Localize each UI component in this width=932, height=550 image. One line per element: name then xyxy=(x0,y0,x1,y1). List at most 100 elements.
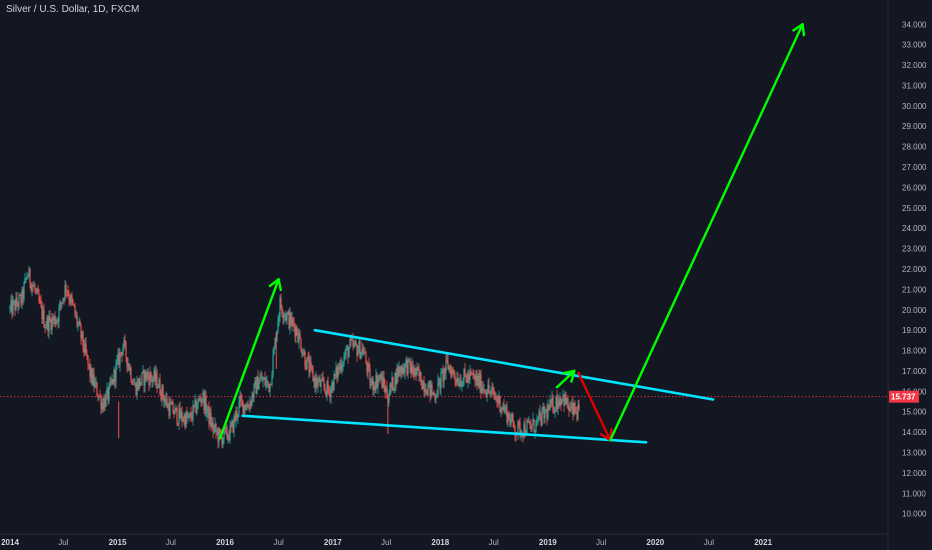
candle-body xyxy=(479,374,481,388)
candle-body xyxy=(321,377,323,381)
candle-body xyxy=(284,314,286,316)
candle-body xyxy=(66,290,68,293)
candle-body xyxy=(551,397,553,404)
trendline-1 xyxy=(313,328,715,401)
candle-body xyxy=(112,379,114,384)
candle-body xyxy=(46,317,48,328)
candle-body xyxy=(144,371,146,386)
candle-body xyxy=(116,360,118,364)
candle-body xyxy=(202,392,204,399)
candle-body xyxy=(134,383,136,385)
candle-body xyxy=(20,295,22,304)
candle-body xyxy=(210,412,212,427)
candle-body xyxy=(188,414,190,418)
candle-body xyxy=(52,317,54,321)
arrow-3-head xyxy=(268,277,282,292)
candle-body xyxy=(545,409,547,411)
candle-body xyxy=(69,299,71,303)
candle-body xyxy=(30,283,32,291)
candle-body xyxy=(45,327,47,328)
candle-body xyxy=(121,352,123,356)
candle-body xyxy=(168,404,170,416)
candle-body xyxy=(33,286,35,288)
arrow-5 xyxy=(577,371,612,442)
candle-body xyxy=(106,388,108,394)
candle-body xyxy=(235,410,237,421)
candle-body xyxy=(478,375,480,388)
candle-body xyxy=(207,405,209,412)
candle-body xyxy=(248,407,250,409)
x-tick-label: Jul xyxy=(58,538,68,547)
candle-body xyxy=(218,428,220,442)
candle-body xyxy=(445,359,447,373)
candle-body xyxy=(509,419,511,425)
candle-body xyxy=(272,354,274,375)
candle-body xyxy=(340,363,342,371)
candle-body xyxy=(209,412,211,424)
y-tick-label: 26.000 xyxy=(902,183,927,192)
candle-body xyxy=(310,361,312,366)
chart-title: Silver / U.S. Dollar, 1D, FXCM xyxy=(6,4,140,15)
candle-body xyxy=(501,408,503,410)
candle-body xyxy=(508,412,510,420)
candle-body xyxy=(555,396,557,408)
candle-body xyxy=(330,388,332,398)
candle-body xyxy=(567,397,569,409)
candle-body xyxy=(473,374,475,376)
candle-body xyxy=(50,319,52,331)
candle-body xyxy=(47,317,49,332)
candle-body xyxy=(44,327,46,329)
candle-body xyxy=(372,378,374,391)
candle-body xyxy=(147,372,149,377)
candle-body xyxy=(462,380,464,386)
candle-body xyxy=(245,409,247,410)
candle-body xyxy=(431,384,433,395)
candle-body xyxy=(42,309,44,320)
candle-body xyxy=(176,407,178,424)
candle-body xyxy=(260,376,262,379)
candle-body xyxy=(298,332,300,343)
candle-body xyxy=(448,366,450,370)
candle-body xyxy=(419,372,421,377)
candle-body xyxy=(14,300,16,311)
candle-body xyxy=(267,380,269,384)
candle-body xyxy=(171,401,173,405)
candle-body xyxy=(439,378,441,389)
candle-body xyxy=(186,412,188,418)
candle-body xyxy=(486,394,488,397)
candle-body xyxy=(422,380,424,390)
candle-body xyxy=(383,377,385,386)
candle-body xyxy=(108,385,110,401)
candle-body xyxy=(384,385,386,393)
candle-body xyxy=(99,395,101,397)
candle-body xyxy=(189,412,191,415)
candle-body xyxy=(157,387,159,389)
candle-body xyxy=(85,343,87,354)
arrow-4 xyxy=(555,369,576,389)
candle-body xyxy=(31,285,33,291)
candle-body xyxy=(126,357,128,367)
candle-body xyxy=(67,292,69,295)
candle-body xyxy=(399,366,401,373)
candle-body xyxy=(461,385,463,387)
candle-body xyxy=(208,405,210,424)
candle-body xyxy=(570,407,572,409)
candle-body xyxy=(41,304,43,320)
candle-body xyxy=(319,378,321,387)
candle-body xyxy=(193,405,195,407)
candle-body xyxy=(411,364,413,374)
candle-body xyxy=(396,367,398,385)
candle-body xyxy=(529,422,531,426)
candle-body xyxy=(140,382,142,386)
candle-body xyxy=(131,380,133,385)
candle-body xyxy=(136,381,138,396)
candle-body xyxy=(363,352,365,355)
candle-body xyxy=(161,385,163,400)
candle-body xyxy=(158,379,160,388)
candle-body xyxy=(493,389,495,396)
candle-body xyxy=(515,434,517,436)
candle-body xyxy=(181,411,183,421)
candle-body xyxy=(484,389,486,393)
